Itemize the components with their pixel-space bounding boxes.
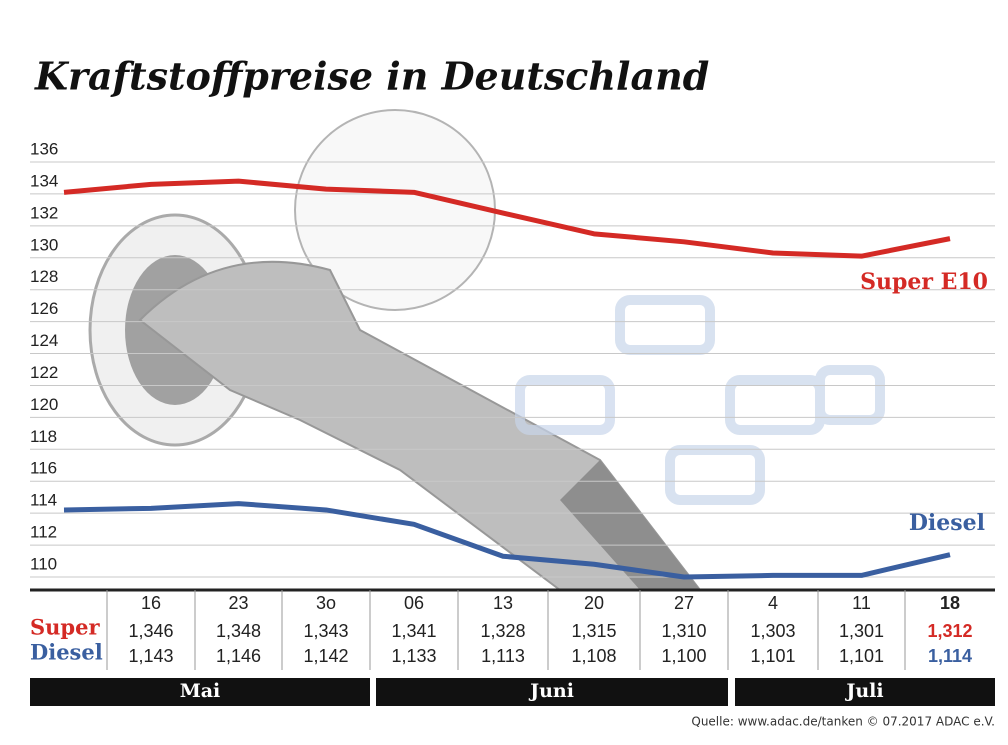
value-label: 1,101 [750,646,795,666]
row-label: Diesel [30,640,103,665]
month-bar [30,678,370,706]
value-label: 1,303 [750,621,795,641]
value-label: 1,108 [571,646,616,666]
y-tick-label: 114 [30,491,57,510]
table: 16 23 3o 06 13 20 27 4 11 18 Super 1,346 1,348 1,343 1… [30,590,995,706]
y-tick-label: 130 [30,235,58,254]
y-tick-label: 124 [30,331,58,350]
y-tick-label: 120 [30,395,58,414]
value-label: 1,146 [216,646,261,666]
value-label: 1,343 [303,621,348,641]
value-label: 1,310 [661,621,706,641]
y-tick-label: 122 [30,363,58,382]
chart-title: Kraftstoffpreise in Deutschland [34,54,709,99]
value-label: 1,301 [839,621,884,641]
source: Quelle: www.adac.de/tanken © 07.2017 ADA… [691,715,995,729]
value-label: 1,348 [216,621,261,641]
value-label: 1,312 [927,621,972,641]
month-label: Mai [180,680,221,702]
y-tick-label: 128 [30,267,58,286]
value-label: 1,142 [303,646,348,666]
x-tick-label: 27 [674,593,694,613]
x-tick-label: 16 [141,593,161,613]
value-label: 1,100 [661,646,706,666]
value-label: 1,346 [128,621,173,641]
y-tick-label: 136 [30,139,58,158]
x-tick-label: 13 [493,593,513,613]
line [63,501,951,580]
value-label: 1,143 [128,646,173,666]
y-tick-label: 134 [30,171,58,190]
month-bar [735,678,995,706]
x-tick-label: 11 [852,593,871,613]
y-tick-label: 126 [30,299,58,318]
y-tick-label: 118 [30,427,57,446]
x-tick-label: 3o [316,593,336,613]
value-label: 1,114 [928,646,972,666]
y-tick-label: 132 [30,203,58,222]
y-tick-label: 116 [30,459,57,478]
value-label: 1,315 [571,621,616,641]
series-label: Diesel [909,510,985,536]
x-tick-label: 18 [940,593,960,613]
row-label: Super [30,615,100,640]
month-bar [376,678,728,706]
plot: Super E10 Diesel [63,178,988,580]
x-tick-label: 20 [584,593,604,613]
line [63,178,951,259]
month-label: Juni [528,680,574,702]
background-illustration [88,109,885,591]
x-tick-label: 4 [768,593,778,613]
value-label: 1,328 [480,621,525,641]
x-tick-label: 06 [404,593,424,613]
value-label: 1,101 [839,646,884,666]
series-label: Super E10 [860,269,988,295]
y-tick-label: 112 [30,523,57,542]
y-tick-label: 110 [30,554,57,573]
value-label: 1,341 [391,621,436,641]
value-label: 1,113 [481,646,525,666]
x-tick-label: 23 [228,593,248,613]
month-label: Juli [844,680,883,702]
value-label: 1,133 [391,646,436,666]
grid: 110 112 114 116 118 120 122 124 126 128 130 132 134 1… [30,139,995,592]
